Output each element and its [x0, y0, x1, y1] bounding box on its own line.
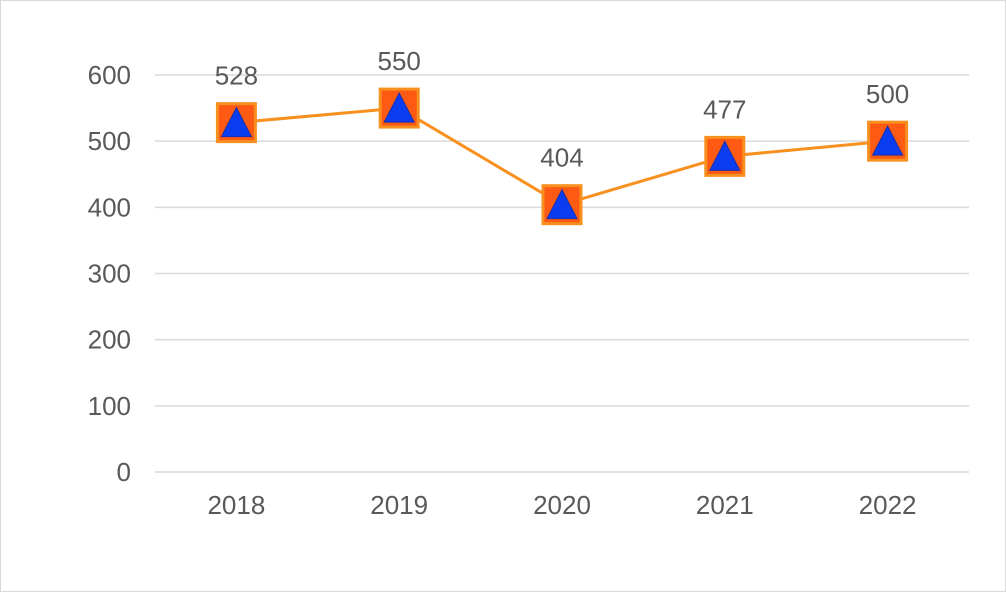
x-tick-label: 2022	[859, 490, 917, 520]
data-point-marker	[215, 102, 257, 144]
y-tick-label: 600	[88, 60, 131, 90]
marker-triangle	[383, 91, 416, 123]
data-point-marker	[378, 87, 420, 129]
x-tick-label: 2018	[207, 490, 265, 520]
y-tick-label: 100	[88, 391, 131, 421]
data-label: 404	[540, 143, 583, 173]
data-point-marker	[541, 184, 583, 226]
data-label: 477	[703, 94, 746, 124]
marker-triangle	[871, 125, 904, 156]
y-tick-label: 400	[88, 192, 131, 222]
gridlines	[155, 74, 969, 473]
marker-triangle	[708, 140, 741, 171]
data-point-marker	[867, 120, 909, 162]
x-tick-label: 2021	[696, 490, 754, 520]
y-tick-label: 500	[88, 126, 131, 156]
data-label: 500	[866, 79, 909, 109]
y-tick-label: 300	[88, 259, 131, 289]
data-labels: 528 550 404 477 500	[215, 46, 910, 173]
data-label: 550	[378, 46, 421, 76]
marker-triangle	[546, 188, 578, 220]
y-axis: 0 100 200 300 400 500 600	[88, 60, 131, 487]
x-tick-label: 2019	[370, 490, 428, 520]
data-label: 528	[215, 61, 258, 91]
x-axis: 2018 2019 2020 2021 2022	[207, 490, 916, 520]
y-tick-label: 0	[117, 457, 131, 487]
series-group	[215, 87, 909, 226]
data-point-marker	[704, 135, 746, 177]
x-tick-label: 2020	[533, 490, 591, 520]
y-tick-label: 200	[88, 325, 131, 355]
marker-triangle	[220, 106, 253, 138]
